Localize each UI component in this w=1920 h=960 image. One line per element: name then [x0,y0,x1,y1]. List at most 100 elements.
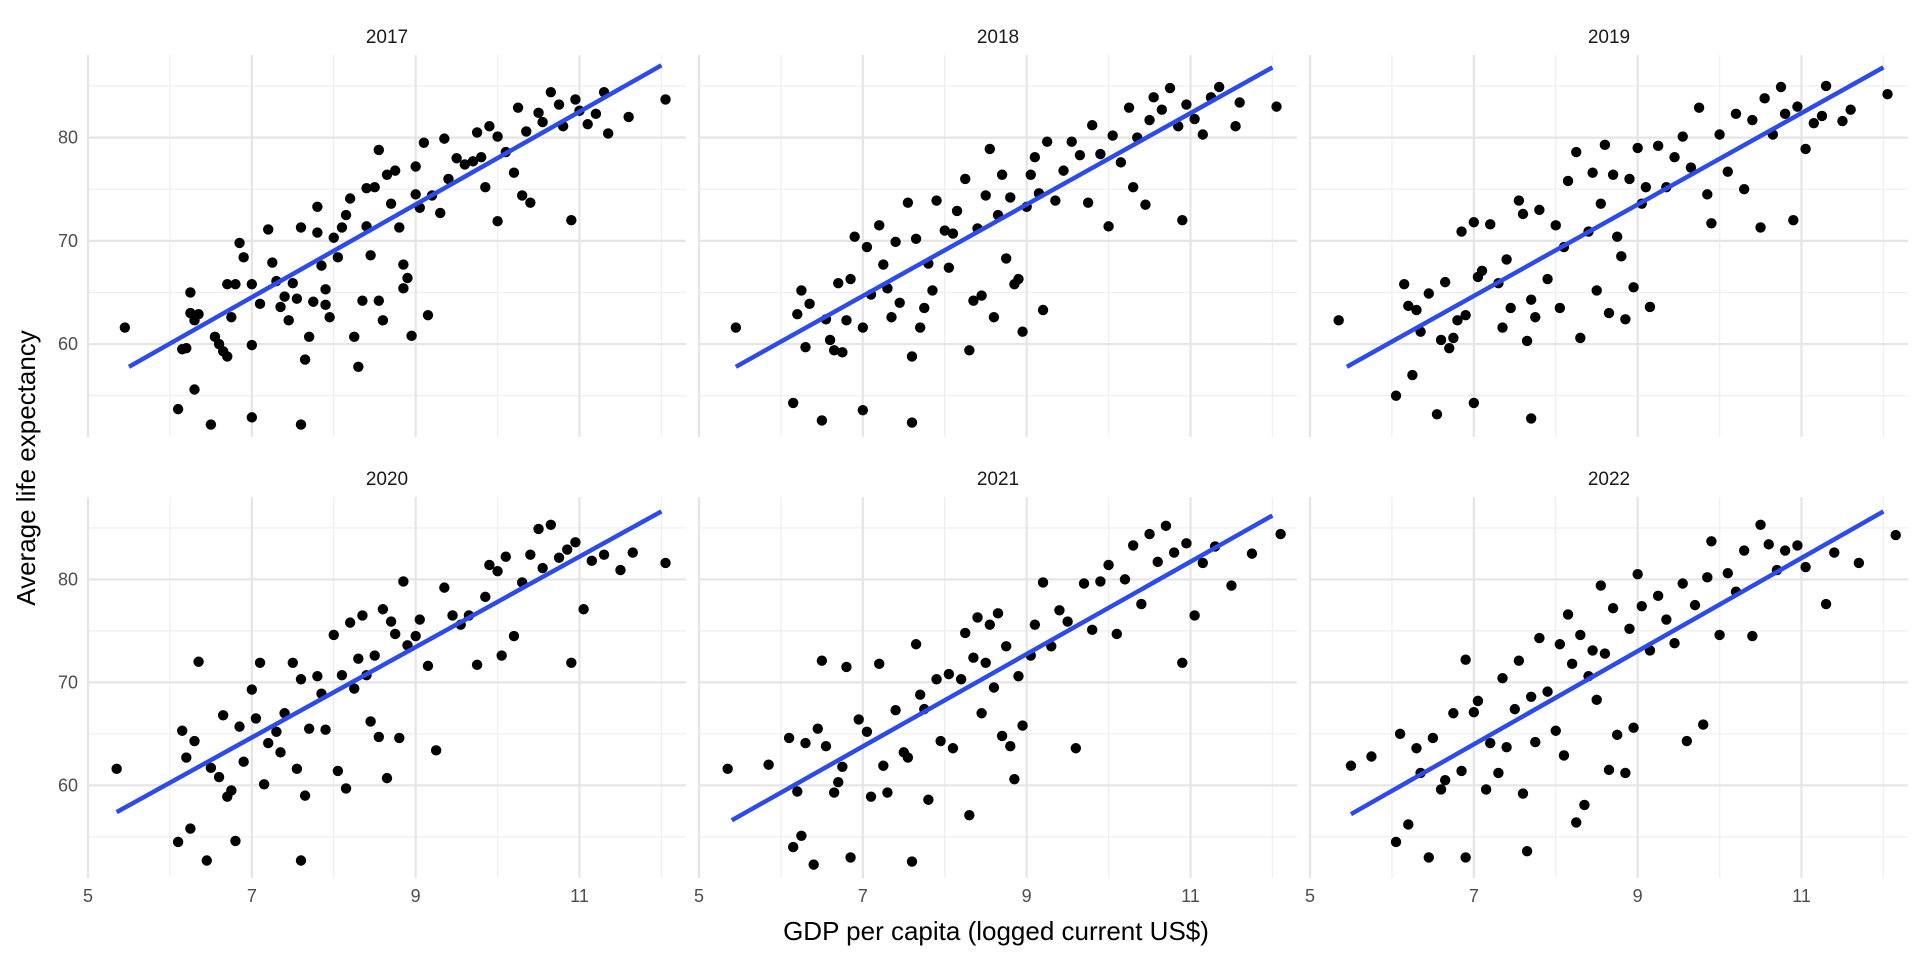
data-point [783,732,795,744]
data-point [394,222,405,233]
data-point [837,347,848,358]
data-point [1234,97,1245,108]
data-point [1181,99,1192,110]
data-point [906,351,918,362]
data-point [1566,658,1578,670]
data-point [792,308,803,320]
data-point [1595,198,1607,209]
data-point [1177,657,1188,668]
data-point [910,639,922,650]
x-tick-labels: 5 7 9 11 5 7 9 11 5 7 9 11 [83,886,1811,906]
data-point [1394,728,1406,740]
data-point [1468,707,1480,718]
data-point [308,296,319,307]
data-point [1792,540,1803,551]
data-point [295,419,307,430]
data-point [988,682,1000,693]
data-point [447,610,458,621]
data-point [890,704,901,716]
data-point [1058,165,1069,176]
data-point [1431,409,1443,420]
data-point [1628,282,1639,293]
data-point [788,397,799,409]
data-point [295,855,307,866]
data-point [816,655,828,666]
data-point [299,790,311,801]
data-point [878,259,889,270]
data-point [1513,655,1525,666]
data-point [1246,548,1258,559]
data-point [1755,519,1766,531]
data-point [1550,220,1561,231]
data-point [570,94,581,105]
data-point [476,152,487,163]
data-point [181,343,192,354]
fit-line [127,63,663,369]
data-point [1816,110,1828,122]
data-point [443,173,454,185]
panel-2019: 2019 [1308,27,1908,437]
data-point [1403,300,1414,312]
data-point [320,284,331,295]
x-tick-label: 5 [694,886,704,906]
data-point [849,231,860,242]
data-point [1722,568,1733,579]
data-point [226,312,237,323]
data-point [119,322,131,333]
data-point [874,658,885,670]
data-point [545,86,557,98]
data-point [1136,598,1147,610]
data-point [336,669,348,681]
data-point [1366,751,1377,762]
data-point [185,823,196,834]
data-point [927,285,938,296]
data-point [439,133,450,144]
data-point [492,216,503,227]
data-point [976,290,987,301]
data-point [1808,117,1819,129]
data-point [1620,767,1631,779]
data-point [1513,195,1525,206]
data-point [820,740,832,752]
data-point [1029,152,1041,163]
data-point [234,237,245,249]
data-point [1599,648,1611,659]
data-point [410,161,421,172]
data-point [340,209,352,221]
data-point [340,783,352,794]
data-point [1579,799,1590,811]
data-point [1521,846,1533,857]
data-point [1525,691,1537,702]
data-point [984,619,996,630]
data-point [1168,547,1180,558]
data-point [931,195,942,206]
x-tick-label: 11 [570,886,589,906]
data-point [1485,737,1496,749]
data-point [1706,536,1717,547]
data-point [1460,654,1471,665]
data-point [1562,609,1574,620]
data-point [381,169,393,180]
data-point [512,102,524,113]
data-point [1517,208,1529,220]
data-point [582,118,593,130]
data-point [1505,302,1516,314]
data-point [1456,226,1467,237]
data-point [857,404,869,416]
data-point [1009,773,1020,785]
facet-title: 2022 [1588,469,1630,490]
data-point [410,189,421,200]
data-point [923,794,934,805]
data-point [1037,304,1049,316]
data-point [295,674,307,685]
data-point [373,144,385,156]
data-point [418,137,430,148]
data-point [824,334,836,346]
data-point [960,627,971,639]
panel-2021: 2021 [697,469,1297,878]
data-point [796,830,807,841]
data-point [1554,302,1566,314]
data-point [238,252,249,263]
panel-2022: 2022 [1308,469,1908,878]
data-point [324,312,335,323]
